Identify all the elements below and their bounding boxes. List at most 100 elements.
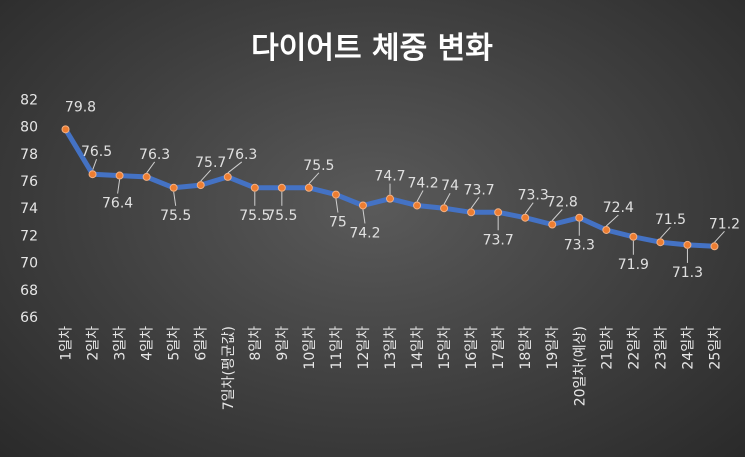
y-tick-label: 76	[20, 174, 38, 190]
x-tick-label: 13일차	[383, 326, 399, 370]
data-point	[521, 213, 530, 222]
data-label: 73.3	[518, 188, 549, 204]
data-label: 75.5	[239, 208, 270, 224]
x-tick-label: 6일차	[194, 326, 210, 361]
x-axis: 1일차 2일차 3일차 4일차 5일차 6일차 7일차(평균값) 8일차 9일차 10일차 11일차…	[59, 326, 724, 410]
data-point	[250, 183, 259, 192]
data-label: 72.4	[603, 200, 634, 216]
x-tick-label: 12일차	[356, 326, 372, 370]
data-point	[467, 208, 476, 217]
data-point	[629, 232, 638, 241]
x-tick-label: 3일차	[113, 326, 129, 361]
y-tick-label: 80	[20, 120, 38, 136]
data-label: 71.9	[618, 257, 649, 273]
data-point	[548, 220, 557, 229]
data-label: 75.5	[266, 208, 297, 224]
x-tick-label: 23일차	[653, 326, 669, 370]
leader-line	[308, 172, 320, 185]
data-label: 76.5	[81, 144, 112, 160]
leader-line	[362, 209, 366, 224]
data-point	[575, 213, 584, 222]
data-label: 76.4	[102, 196, 133, 212]
data-label: 74.7	[374, 169, 405, 185]
leader-line	[660, 226, 671, 239]
data-point	[440, 204, 449, 213]
data-label: 71.3	[672, 265, 703, 281]
x-tick-label: 10일차	[302, 326, 318, 370]
data-point	[358, 201, 367, 210]
data-label: 75.5	[160, 208, 191, 224]
leader-line	[92, 159, 98, 171]
data-point	[196, 181, 205, 190]
x-tick-label: 8일차	[248, 326, 264, 361]
data-point	[413, 201, 422, 210]
y-axis: 66 68 70 72 74 76 78 80 82	[20, 92, 38, 326]
x-tick-label: 7일차(평균값)	[221, 326, 237, 410]
leader-lines	[92, 159, 725, 263]
leader-line	[524, 202, 534, 215]
x-tick-label: 9일차	[275, 326, 291, 361]
data-label: 74.2	[349, 225, 380, 241]
data-point	[656, 238, 665, 247]
data-label: 79.8	[65, 99, 96, 115]
data-point	[386, 194, 394, 203]
data-label: 73.3	[564, 238, 595, 254]
data-point	[142, 172, 151, 181]
data-points	[61, 125, 719, 251]
x-tick-label: 24일차	[680, 326, 696, 370]
x-tick-label: 1일차	[59, 326, 75, 361]
leader-line	[117, 179, 121, 194]
data-point	[683, 240, 692, 249]
leader-line	[416, 190, 424, 202]
data-label: 76.3	[226, 147, 257, 163]
leader-line	[200, 169, 212, 182]
x-tick-label: 22일차	[626, 326, 642, 370]
data-point	[61, 125, 70, 134]
y-tick-label: 72	[20, 228, 38, 244]
leader-line	[443, 192, 451, 205]
x-tick-label: 4일차	[140, 326, 156, 361]
data-label: 74	[441, 178, 459, 194]
data-point	[88, 170, 97, 179]
leader-line	[605, 214, 619, 227]
data-label: 71.2	[709, 216, 740, 232]
y-tick-label: 74	[20, 201, 38, 217]
x-tick-label: 11일차	[329, 326, 345, 370]
y-tick-label: 68	[20, 283, 38, 299]
x-tick-label: 17일차	[491, 326, 507, 370]
leader-line	[551, 209, 563, 221]
chart-title: 다이어트 체중 변화	[251, 31, 493, 66]
y-tick-label: 66	[20, 310, 38, 326]
data-labels: 79.876.576.476.375.575.776.375.575.575.5…	[65, 99, 740, 281]
data-label: 74.2	[407, 175, 438, 191]
data-point	[277, 183, 286, 192]
leader-line	[470, 196, 480, 209]
x-tick-label: 20일차(예상)	[572, 326, 588, 406]
x-tick-label: 15일차	[437, 326, 453, 370]
x-tick-label: 16일차	[464, 326, 480, 370]
x-tick-label: 19일차	[545, 326, 561, 370]
data-point	[223, 172, 232, 181]
leader-line	[335, 198, 339, 213]
data-point	[494, 208, 503, 217]
x-tick-label: 25일차	[707, 326, 723, 370]
data-label: 75.5	[303, 158, 334, 174]
data-point	[115, 171, 124, 180]
data-label: 73.7	[483, 232, 514, 248]
data-label: 75.7	[195, 155, 226, 171]
y-tick-label: 82	[20, 92, 38, 108]
data-point	[169, 183, 178, 192]
data-label: 73.7	[464, 182, 495, 198]
data-label: 75	[329, 215, 347, 231]
data-point	[304, 183, 313, 192]
data-point	[331, 190, 340, 199]
x-tick-label: 5일차	[167, 326, 183, 361]
leader-line	[173, 191, 177, 206]
leader-line	[227, 161, 243, 174]
y-tick-label: 70	[20, 256, 38, 272]
leader-line	[146, 161, 156, 174]
x-tick-label: 18일차	[518, 326, 534, 370]
leader-line	[714, 230, 725, 243]
x-tick-label: 21일차	[599, 326, 615, 370]
